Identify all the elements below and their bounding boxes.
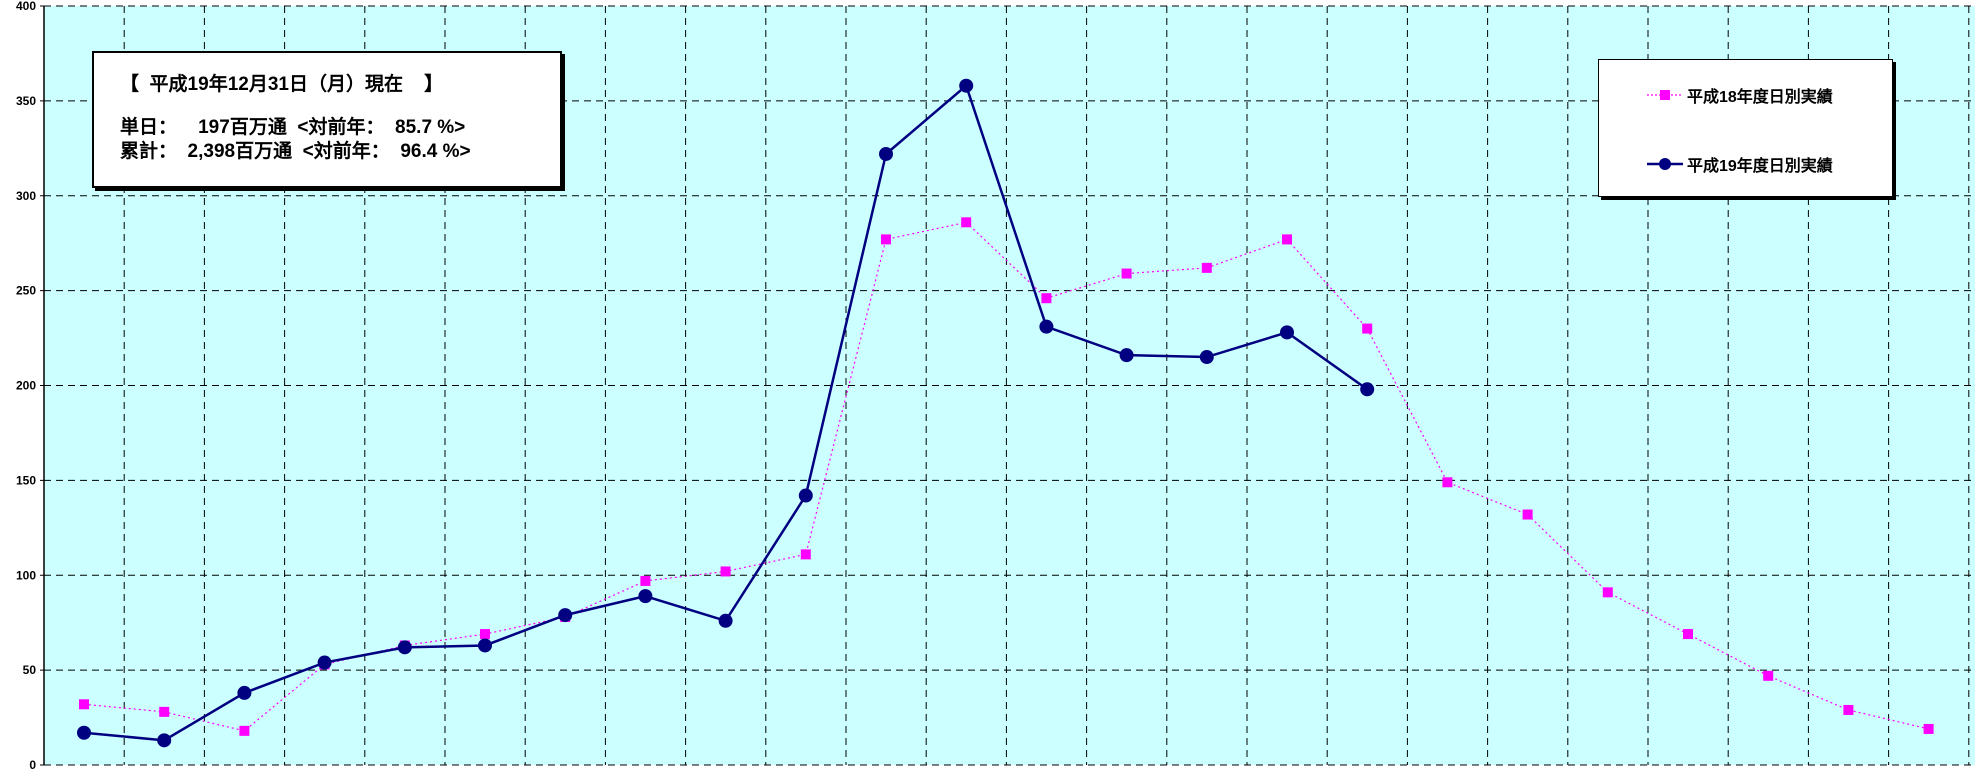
series-2006-point — [159, 706, 170, 717]
series-2006-point — [1843, 704, 1854, 715]
series-2006-point — [1362, 323, 1373, 334]
series-2007-point — [879, 147, 893, 162]
info-cumulative-line: 累計： 2,398百万通 <対前年： 96.4 %> — [120, 141, 471, 162]
legend-item-series-2: 平成19年度日別実績 — [1645, 154, 1833, 175]
series-2006-point — [1602, 587, 1613, 598]
info-title: 【 平成19年12月31日（月）現在 】 — [120, 74, 444, 95]
legend-marker-circle-icon — [1647, 158, 1683, 170]
series-2006-point — [1763, 670, 1774, 681]
series-2007-point — [317, 655, 332, 670]
series-2007-point — [157, 733, 172, 748]
series-2007-daily — [77, 78, 1375, 748]
series-2006-point — [961, 217, 972, 228]
legend-item-series-1: 平成18年度日別実績 — [1645, 85, 1833, 106]
series-2006-point — [1201, 262, 1212, 273]
y-tick-label: 350 — [16, 94, 36, 108]
series-2007-point — [237, 685, 252, 700]
series-2006-point — [1121, 268, 1132, 279]
series-2007-point — [558, 608, 573, 623]
series-2007-point — [1360, 382, 1375, 397]
series-2006-point — [79, 699, 89, 710]
series-2006-point — [480, 629, 490, 640]
y-tick-label: 150 — [16, 473, 36, 487]
series-2006-point — [1683, 629, 1693, 640]
y-tick-label: 250 — [16, 284, 36, 298]
series-2007-point — [959, 78, 974, 93]
series-2006-point — [800, 549, 811, 560]
series-2007-point — [798, 488, 813, 503]
series-2006-point — [1442, 477, 1453, 488]
series-2006-point — [881, 234, 891, 245]
series-2007-point — [77, 725, 91, 740]
series-2007-point — [1199, 350, 1214, 365]
series-2006-point — [1923, 723, 1934, 734]
y-tick-label: 50 — [23, 663, 37, 677]
series-2006-point — [239, 725, 250, 736]
series-2006-point — [1522, 509, 1533, 520]
legend-marker-square-icon — [1647, 90, 1683, 100]
y-tick-label: 300 — [16, 189, 36, 203]
y-tick-label: 400 — [16, 0, 36, 13]
info-box: 【 平成19年12月31日（月）現在 】 単日： 197百万通 <対前年： 85… — [92, 51, 562, 188]
series-2006-point — [1041, 293, 1052, 304]
legend-label-series-2: 平成19年度日別実績 — [1687, 158, 1833, 175]
legend: 平成18年度日別実績 平成19年度日別実績 — [1598, 59, 1893, 197]
series-2007-point — [638, 589, 653, 604]
y-tick-label: 0 — [29, 758, 36, 769]
series-2006-point — [640, 575, 651, 586]
legend-label-series-1: 平成18年度日別実績 — [1687, 89, 1833, 106]
series-2007-point — [1280, 325, 1294, 340]
y-axis-ticks: 0 50 100 150 200 250 300 350 400 — [16, 0, 44, 769]
series-2007-point — [478, 638, 492, 653]
series-2007-point — [1119, 348, 1134, 363]
series-2006-point — [720, 566, 731, 577]
series-2006-point — [1282, 234, 1292, 245]
series-2007-point — [1039, 319, 1054, 334]
y-tick-label: 200 — [16, 379, 36, 393]
y-tick-label: 100 — [16, 568, 36, 582]
series-2007-point — [718, 613, 733, 628]
info-daily-line: 単日： 197百万通 <対前年： 85.7 %> — [120, 117, 466, 138]
series-2007-point — [397, 640, 412, 655]
